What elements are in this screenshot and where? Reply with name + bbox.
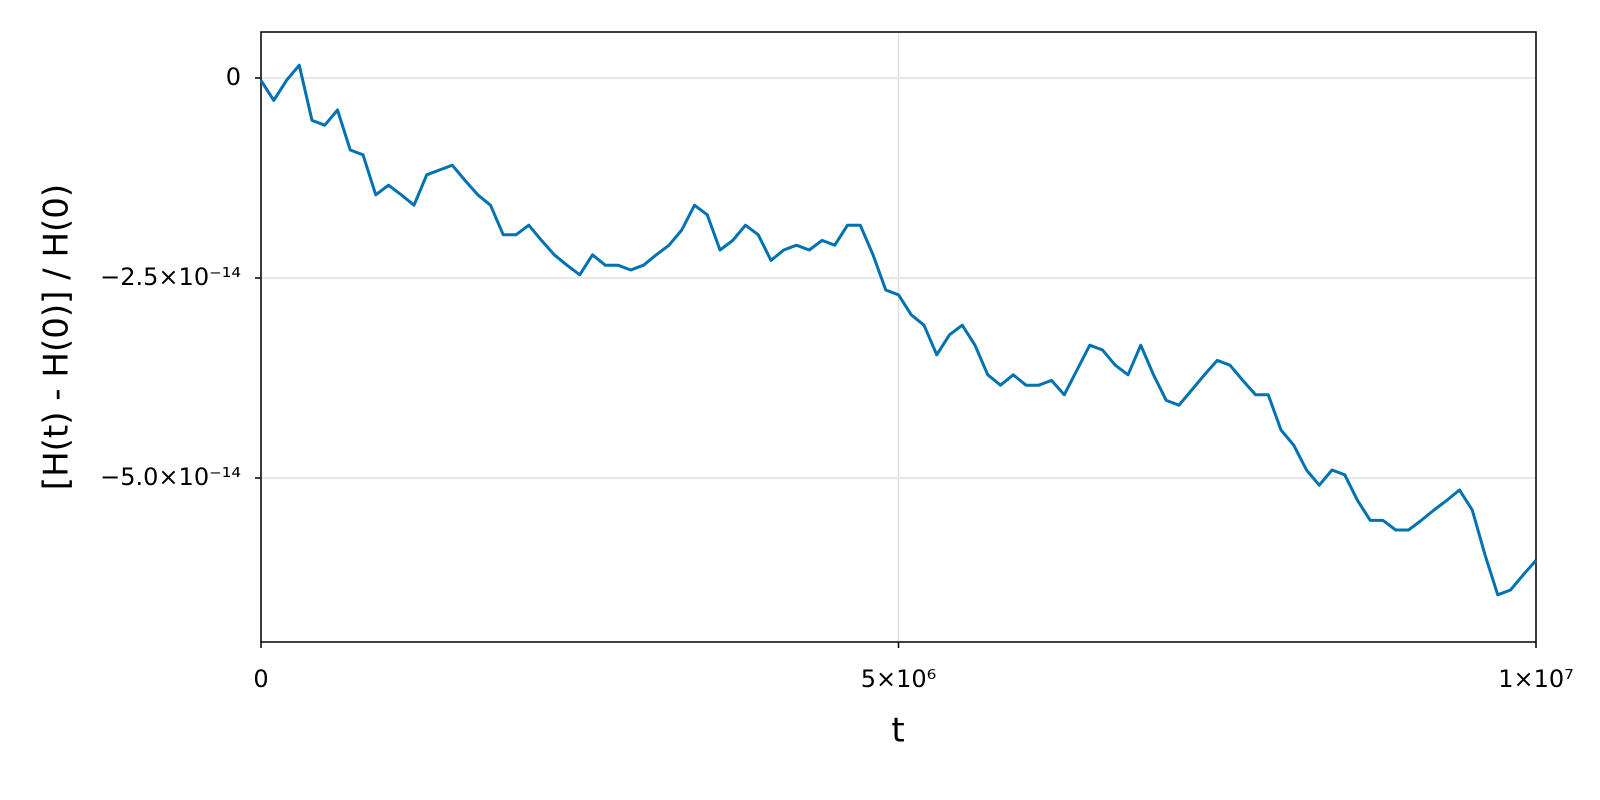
x-axis-label: t (891, 711, 904, 751)
data-line (259, 63, 1538, 597)
x-tick-label: 0 (253, 665, 268, 693)
y-axis-label: [H(t) - H(0)] / H(0) (37, 184, 77, 490)
plot-frame (260, 31, 1537, 643)
x-tick-label: 5×10⁶ (861, 665, 937, 693)
y-tick-label: −2.5×10⁻¹⁴ (100, 263, 241, 291)
x-tick-label: 1×10⁷ (1498, 665, 1574, 693)
y-tick-label: 0 (226, 63, 241, 91)
y-tick-label: −5.0×10⁻¹⁴ (100, 463, 241, 491)
